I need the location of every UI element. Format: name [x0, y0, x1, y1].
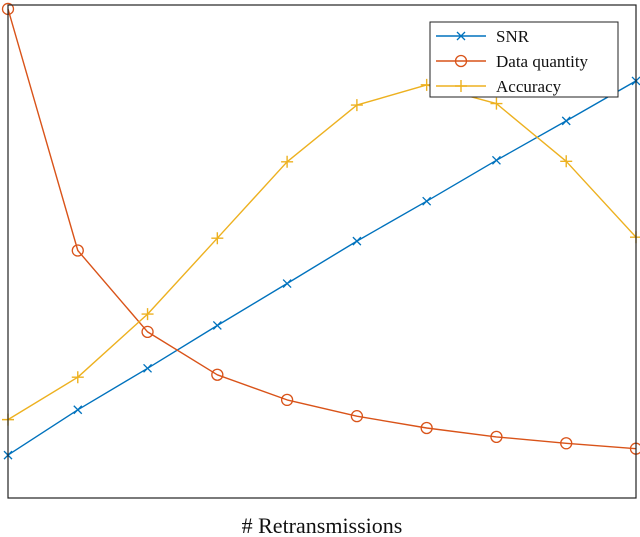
legend-marker-snr	[456, 31, 466, 41]
plot-frame	[7, 4, 637, 499]
snr-point	[491, 155, 501, 165]
data-quantity-point	[71, 244, 84, 257]
accuracy-point	[141, 308, 154, 321]
snr-point	[143, 363, 153, 373]
snr-point	[422, 196, 432, 206]
data-quantity-point	[560, 437, 573, 450]
accuracy-series-line	[7, 84, 637, 421]
data-quantity-point	[490, 430, 503, 444]
legend-marker-data-quantity	[454, 54, 468, 68]
accuracy-point	[281, 155, 294, 168]
accuracy-point	[211, 232, 224, 245]
data-quantity-point	[280, 393, 294, 407]
x-axis-title: # Retransmissions	[242, 513, 403, 537]
legend: SNR Data quantity Accuracy	[429, 21, 619, 98]
legend-label-data-quantity: Data quantity	[496, 52, 589, 71]
legend-label-accuracy: Accuracy	[496, 77, 562, 96]
legend-label-snr: SNR	[496, 27, 530, 46]
data-quantity-point	[350, 410, 364, 423]
snr-point	[212, 320, 222, 330]
data-quantity-point	[211, 368, 224, 381]
data-quantity-point	[141, 325, 154, 339]
snr-series-line	[7, 80, 637, 456]
accuracy-point	[350, 99, 363, 112]
snr-point	[282, 279, 292, 289]
legend-box	[429, 21, 619, 98]
accuracy-point	[560, 155, 573, 168]
snr-point	[561, 116, 571, 126]
data-quantity-point	[420, 421, 433, 435]
accuracy-point	[490, 97, 503, 110]
series-layer	[1, 2, 640, 460]
accuracy-point	[71, 371, 84, 384]
legend-marker-accuracy	[455, 80, 467, 92]
snr-point	[352, 236, 362, 246]
data-quantity-series-line	[7, 8, 637, 450]
snr-point	[73, 405, 83, 415]
